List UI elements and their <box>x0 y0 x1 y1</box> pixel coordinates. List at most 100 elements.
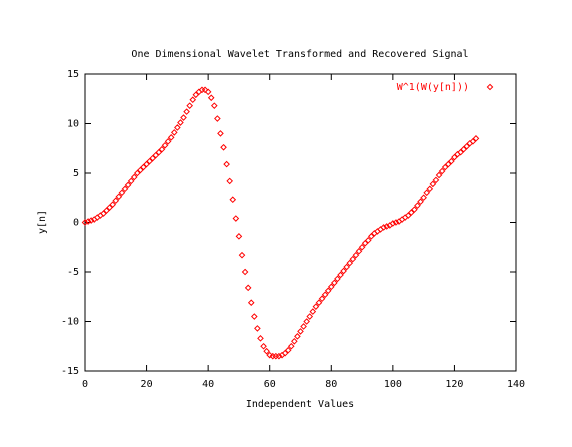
point <box>281 349 289 357</box>
point <box>146 157 153 165</box>
point <box>134 169 141 177</box>
x-axis-label: Independent Values <box>246 399 354 410</box>
y-tick-label: -15 <box>61 366 79 377</box>
point <box>426 185 434 193</box>
point <box>87 217 95 224</box>
point <box>112 197 120 205</box>
point <box>186 102 193 109</box>
point <box>318 295 326 303</box>
x-tick-label: 40 <box>202 379 214 390</box>
point <box>457 148 464 156</box>
y-tick-label: 15 <box>67 69 79 80</box>
point <box>263 347 270 355</box>
point <box>81 219 89 226</box>
point <box>106 204 113 211</box>
point <box>404 212 412 219</box>
point <box>232 215 240 222</box>
point <box>364 237 372 244</box>
point <box>121 185 129 193</box>
point <box>423 189 431 197</box>
point <box>361 239 369 247</box>
legend-marker <box>486 83 494 91</box>
point <box>254 325 261 332</box>
point <box>346 259 354 267</box>
point <box>444 160 452 168</box>
y-tick-label: -10 <box>61 317 79 328</box>
point <box>257 335 264 342</box>
y-tick-label: -5 <box>67 267 79 278</box>
point <box>260 342 267 350</box>
x-tick-label: 20 <box>141 379 153 390</box>
point <box>210 102 218 109</box>
point <box>392 219 400 226</box>
point <box>340 267 347 275</box>
point <box>312 303 320 310</box>
point <box>352 251 360 259</box>
point <box>469 138 477 145</box>
point <box>118 189 126 197</box>
point <box>241 268 249 276</box>
x-tick-label: 80 <box>325 379 337 390</box>
point <box>324 287 332 295</box>
point <box>297 328 304 335</box>
point <box>152 151 160 159</box>
point <box>343 263 350 271</box>
y-tick-label: 0 <box>73 218 79 229</box>
point <box>244 284 252 292</box>
point <box>383 223 391 230</box>
point <box>223 160 230 168</box>
point <box>124 181 132 189</box>
point <box>300 323 307 330</box>
point <box>229 196 237 204</box>
point <box>463 142 471 150</box>
point <box>327 283 335 291</box>
point <box>417 198 424 206</box>
point <box>315 299 323 306</box>
point <box>294 333 301 340</box>
point <box>435 171 443 179</box>
point <box>303 318 310 325</box>
point <box>451 153 458 161</box>
legend-label: W^1(W(y[n])) <box>397 82 469 93</box>
point <box>287 342 295 350</box>
point <box>331 279 338 287</box>
point <box>238 251 246 259</box>
point <box>367 233 375 240</box>
point <box>100 210 107 217</box>
point <box>275 352 283 360</box>
point <box>183 108 190 115</box>
point <box>143 160 150 168</box>
point <box>140 163 147 171</box>
point <box>130 173 138 181</box>
point <box>226 177 234 185</box>
point <box>448 157 455 165</box>
point <box>284 346 292 354</box>
point <box>137 166 144 174</box>
point <box>217 130 224 137</box>
point <box>207 94 215 102</box>
point <box>408 209 415 216</box>
point <box>414 202 421 209</box>
point <box>247 299 255 306</box>
point <box>429 180 437 188</box>
point <box>167 134 175 141</box>
point <box>204 88 212 96</box>
point <box>158 145 166 153</box>
point <box>220 143 227 151</box>
point <box>84 218 92 225</box>
point <box>109 201 117 208</box>
point <box>291 337 298 345</box>
point <box>155 148 163 156</box>
point <box>189 96 197 104</box>
point <box>441 163 449 171</box>
point <box>309 308 317 315</box>
point <box>432 176 440 184</box>
point <box>380 224 387 231</box>
point <box>170 129 178 136</box>
point <box>306 313 314 320</box>
x-tick-label: 0 <box>82 379 88 390</box>
point <box>115 193 123 201</box>
y-axis-label: y[n] <box>37 210 48 234</box>
point <box>420 194 427 202</box>
